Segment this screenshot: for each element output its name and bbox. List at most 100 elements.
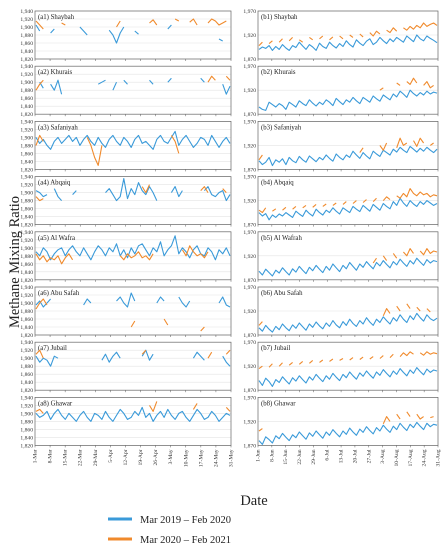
x-tick-label: 8-Mar	[48, 449, 54, 463]
panel-b6-abu-safah: 1,870 1,920 1,970 (b6) Abu Safah	[243, 285, 439, 339]
legend: Mar 2019 – Feb 2020 Mar 2020 – Feb 2021	[108, 515, 231, 546]
x-tick-label: 31-May	[229, 449, 235, 467]
panel-title: (a1) Shaybah	[38, 14, 75, 21]
y-tick-label: 1,840	[20, 159, 33, 165]
y-tick-label: 1,940	[20, 64, 33, 70]
plot-frame	[34, 65, 232, 115]
y-tick-label: 1,920	[243, 419, 256, 425]
y-tick-label: 1,870	[243, 443, 256, 449]
y-tick-label: 1,940	[20, 230, 33, 236]
series-line-2019	[258, 145, 438, 167]
y-tick-label: 1,900	[20, 135, 33, 141]
x-tick-label: 10-Aug	[394, 449, 400, 466]
panel-title: (b2) Khurais	[261, 69, 296, 76]
y-tick-label: 1,940	[20, 285, 33, 291]
y-tick-label: 1,940	[20, 9, 33, 15]
series-line-2020	[35, 298, 205, 332]
x-tick-label: 31-Aug	[436, 449, 442, 466]
y-tick-label: 1,820	[20, 333, 33, 339]
y-tick-label: 1,900	[20, 356, 33, 362]
x-tick-label: 5-Apr	[108, 449, 114, 462]
plot-frame	[257, 286, 439, 336]
series-line-2019	[36, 25, 230, 43]
y-tick-label: 1,970	[243, 340, 256, 346]
y-tick-label: 1,840	[20, 104, 33, 110]
x-tick-label: 29-Jun	[311, 449, 317, 464]
series-line-2020	[258, 303, 431, 326]
panel-a2-khurais: 1,820 1,840 1,860 1,880 1,900 1,920 1,940 (a2) …	[20, 64, 232, 118]
series-line-2020	[35, 75, 231, 91]
plot-frame	[257, 341, 439, 391]
series-line-2019	[35, 130, 231, 150]
series-line-2019	[39, 77, 231, 95]
panel-b3-safaniyah: 1,870 1,920 1,970 (b3) Safaniyah	[243, 119, 439, 173]
y-tick-label: 1,820	[20, 388, 33, 394]
y-tick-label: 1,970	[243, 175, 256, 181]
panel-title: (a4) Abqaiq	[38, 180, 71, 187]
plot-frame	[257, 176, 439, 225]
y-tick-label: 1,920	[243, 364, 256, 370]
y-tick-label: 1,920	[20, 183, 33, 189]
y-tick-label: 1,880	[20, 199, 33, 205]
y-tick-label: 1,880	[20, 419, 33, 425]
series-line-2019	[258, 34, 438, 51]
plot-frame	[257, 121, 439, 170]
y-tick-label: 1,940	[20, 395, 33, 401]
y-tick-label: 1,860	[20, 151, 33, 157]
series-line-2020	[258, 188, 438, 214]
panel-b5-al-wafrah: 1,870 1,920 1,970 (b5) Al Wafrah	[243, 230, 439, 284]
panel-a4-abqaiq: 1,820 1,840 1,860 1,880 1,900 1,920 1,940 (a4) …	[20, 175, 232, 229]
y-tick-label: 1,970	[243, 64, 256, 70]
plot-frame	[257, 10, 439, 60]
plot-frame	[34, 176, 232, 225]
y-tick-label: 1,900	[20, 411, 33, 417]
x-tick-label: 15-Mar	[63, 449, 69, 466]
x-tick-label: 1-Jun	[256, 449, 262, 462]
panel-b1-shaybah: 1,870 1,920 1,970 (b1) Shaybah	[243, 9, 439, 63]
y-tick-label: 1,900	[20, 301, 33, 307]
y-tick-label: 1,900	[20, 191, 33, 197]
y-tick-label: 1,840	[20, 215, 33, 221]
y-tick-label: 1,820	[20, 223, 33, 229]
panel-title: (a8) Ghawar	[38, 400, 73, 407]
series-line-2019	[258, 421, 438, 445]
y-tick-label: 1,840	[20, 325, 33, 331]
x-tick-label: 24-Aug	[422, 449, 428, 466]
y-tick-label: 1,970	[243, 119, 256, 125]
series-line-2020	[379, 77, 434, 91]
plot-frame	[34, 397, 232, 446]
y-tick-label: 1,920	[243, 309, 256, 315]
y-tick-label: 1,900	[20, 80, 33, 86]
panel-title: (b6) Abu Safah	[261, 290, 303, 297]
panel-a3-safaniyah: 1,820 1,840 1,860 1,880 1,900 1,920 1,940 (a3) …	[20, 119, 232, 173]
x-tick-label: 29-Mar	[93, 449, 99, 466]
legend-label-2020: Mar 2020 – Feb 2021	[140, 535, 231, 546]
series-line-2019	[258, 312, 438, 333]
y-tick-label: 1,840	[20, 270, 33, 276]
y-tick-label: 1,880	[20, 33, 33, 39]
y-axis-label: Methane Mixing Ratio	[7, 196, 23, 328]
series-line-2019	[35, 292, 231, 308]
y-tick-label: 1,880	[20, 364, 33, 370]
x-tick-label: 3-Aug	[380, 449, 386, 463]
plot-frame	[34, 231, 232, 281]
panel-title: (b1) Shaybah	[261, 14, 298, 21]
plot-frame	[257, 65, 439, 115]
y-tick-label: 1,880	[20, 143, 33, 149]
x-tick-label: 20-Jul	[352, 449, 358, 463]
panel-title: (a7) Jubail	[38, 345, 67, 352]
y-tick-label: 1,940	[20, 119, 33, 125]
y-tick-label: 1,920	[243, 199, 256, 205]
series-line-2020	[258, 137, 434, 161]
x-tick-label: 12-Apr	[123, 449, 129, 465]
y-tick-label: 1,860	[20, 96, 33, 102]
y-tick-label: 1,970	[243, 285, 256, 291]
y-tick-label: 1,900	[20, 25, 33, 31]
panel-b4-abqaiq: 1,870 1,920 1,970 (b4) Abqaiq	[243, 175, 439, 229]
y-tick-label: 1,870	[243, 223, 256, 229]
series-line-2020	[258, 411, 434, 432]
y-tick-label: 1,860	[20, 372, 33, 378]
y-tick-label: 1,870	[243, 57, 256, 63]
x-tick-label: 17-Aug	[408, 449, 414, 466]
